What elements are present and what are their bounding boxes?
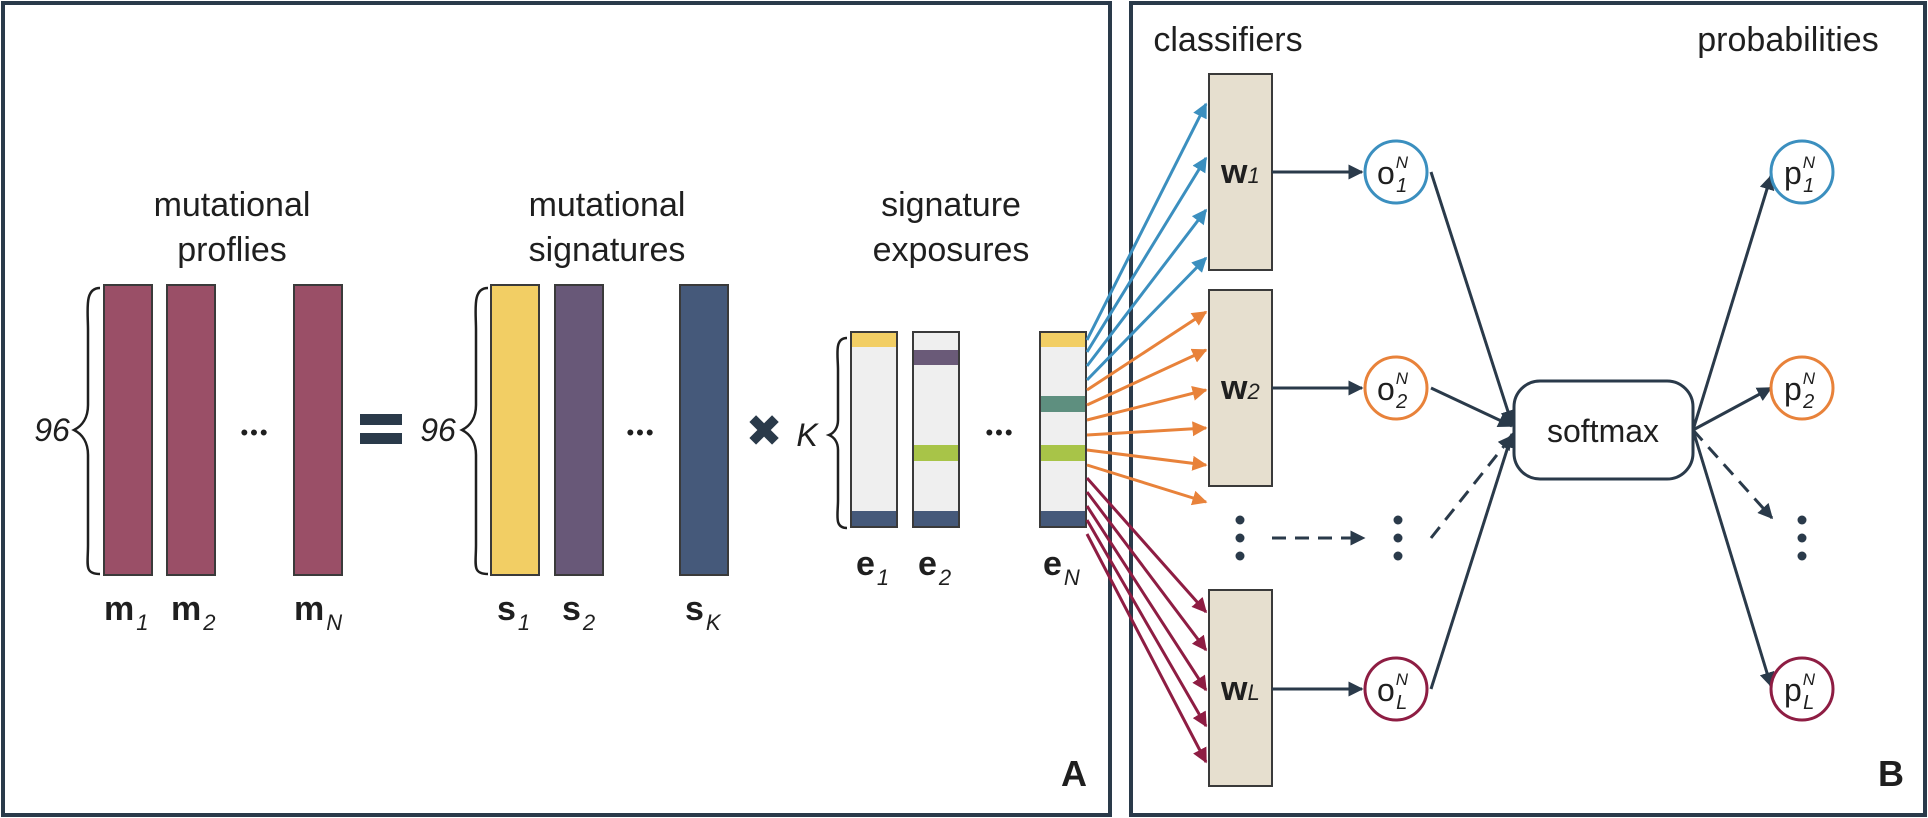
- signature-bar-s2: [554, 284, 604, 576]
- label-eN: eN: [1043, 545, 1080, 590]
- output-oL: [1363, 656, 1429, 722]
- profiles-ellipsis: •••: [240, 420, 269, 445]
- softmax-prob-arrows: [1691, 174, 1775, 688]
- label-s2: s2: [562, 590, 595, 635]
- label-oL: oN L: [1377, 670, 1409, 714]
- label-mN: mN: [294, 590, 342, 635]
- classifier-output-arrows: [1272, 164, 1364, 697]
- label-s1: s1: [497, 590, 530, 635]
- signature-bar-sK: [679, 284, 729, 576]
- prob-pL: [1769, 656, 1835, 722]
- exposures-brace-label: K: [796, 417, 819, 453]
- output-o2: [1363, 355, 1429, 421]
- prob-p2: [1769, 355, 1835, 421]
- vertical-dots-left: [1235, 515, 1245, 561]
- label-p1: pN 1: [1784, 153, 1816, 197]
- probabilities-title: probabilities: [1697, 21, 1878, 59]
- times-sign: ✖: [746, 407, 783, 456]
- vertical-dots-middle: [1393, 515, 1403, 561]
- label-p2: pN 2: [1784, 369, 1816, 413]
- classifiers-title: classifiers: [1153, 21, 1302, 59]
- profile-bar-m1: [103, 284, 153, 576]
- crimson-input-arrows: [1085, 477, 1208, 764]
- signature-bar-s1: [490, 284, 540, 576]
- exposures-title-line2: exposures: [873, 231, 1030, 269]
- profile-bar-mN: [293, 284, 343, 576]
- label-w1: w1: [1220, 153, 1260, 191]
- signatures-brace: [459, 286, 489, 576]
- label-wL: wL: [1220, 670, 1260, 708]
- panel-b-content: classifiers probabilities w1: [1085, 1, 1927, 817]
- output-softmax-arrows: [1429, 171, 1516, 690]
- classifier-wL: [1208, 589, 1273, 787]
- profiles-title-line2: proflies: [177, 231, 287, 269]
- exposures-brace: [825, 336, 848, 530]
- label-o2: oN 2: [1377, 369, 1409, 413]
- output-o1: [1363, 139, 1429, 205]
- signatures-title-line2: signatures: [529, 231, 686, 269]
- classifier-w1: [1208, 73, 1273, 271]
- blue-input-arrows: [1085, 102, 1208, 382]
- signatures-title-line1: mutational: [529, 186, 686, 224]
- label-e1: e1: [856, 545, 889, 590]
- exposure-bar-eN: [1039, 331, 1087, 528]
- signatures-brace-label: 96: [420, 412, 456, 448]
- panel-a-letter: A: [1061, 753, 1087, 794]
- label-pL: pN L: [1784, 670, 1816, 714]
- exposures-ellipsis: •••: [985, 420, 1014, 445]
- exposures-title-line1: signature: [881, 186, 1021, 224]
- profile-bar-m2: [166, 284, 216, 576]
- orange-input-arrows: [1086, 310, 1208, 506]
- panel-b-letter: B: [1878, 753, 1904, 794]
- softmax-label: softmax: [1547, 413, 1659, 449]
- exposure-bar-e1: [850, 331, 898, 528]
- label-m2: m2: [171, 590, 215, 635]
- equals-sign: [360, 414, 402, 444]
- label-e2: e2: [918, 545, 951, 590]
- panel-a: mutational proflies mutational signature…: [1, 1, 1112, 817]
- label-m1: m1: [104, 590, 148, 635]
- exposure-bar-e2: [912, 331, 960, 528]
- signatures-ellipsis: •••: [626, 420, 655, 445]
- label-sK: sK: [685, 590, 722, 635]
- prob-p1: [1769, 139, 1835, 205]
- label-o1: oN 1: [1377, 153, 1409, 197]
- panel-a-frame: [1, 1, 1112, 817]
- label-w2: w2: [1220, 369, 1260, 407]
- profiles-brace-label: 96: [34, 412, 70, 448]
- profiles-title-line1: mutational: [154, 186, 311, 224]
- vertical-dots-right: [1797, 515, 1807, 561]
- profiles-brace: [71, 286, 101, 576]
